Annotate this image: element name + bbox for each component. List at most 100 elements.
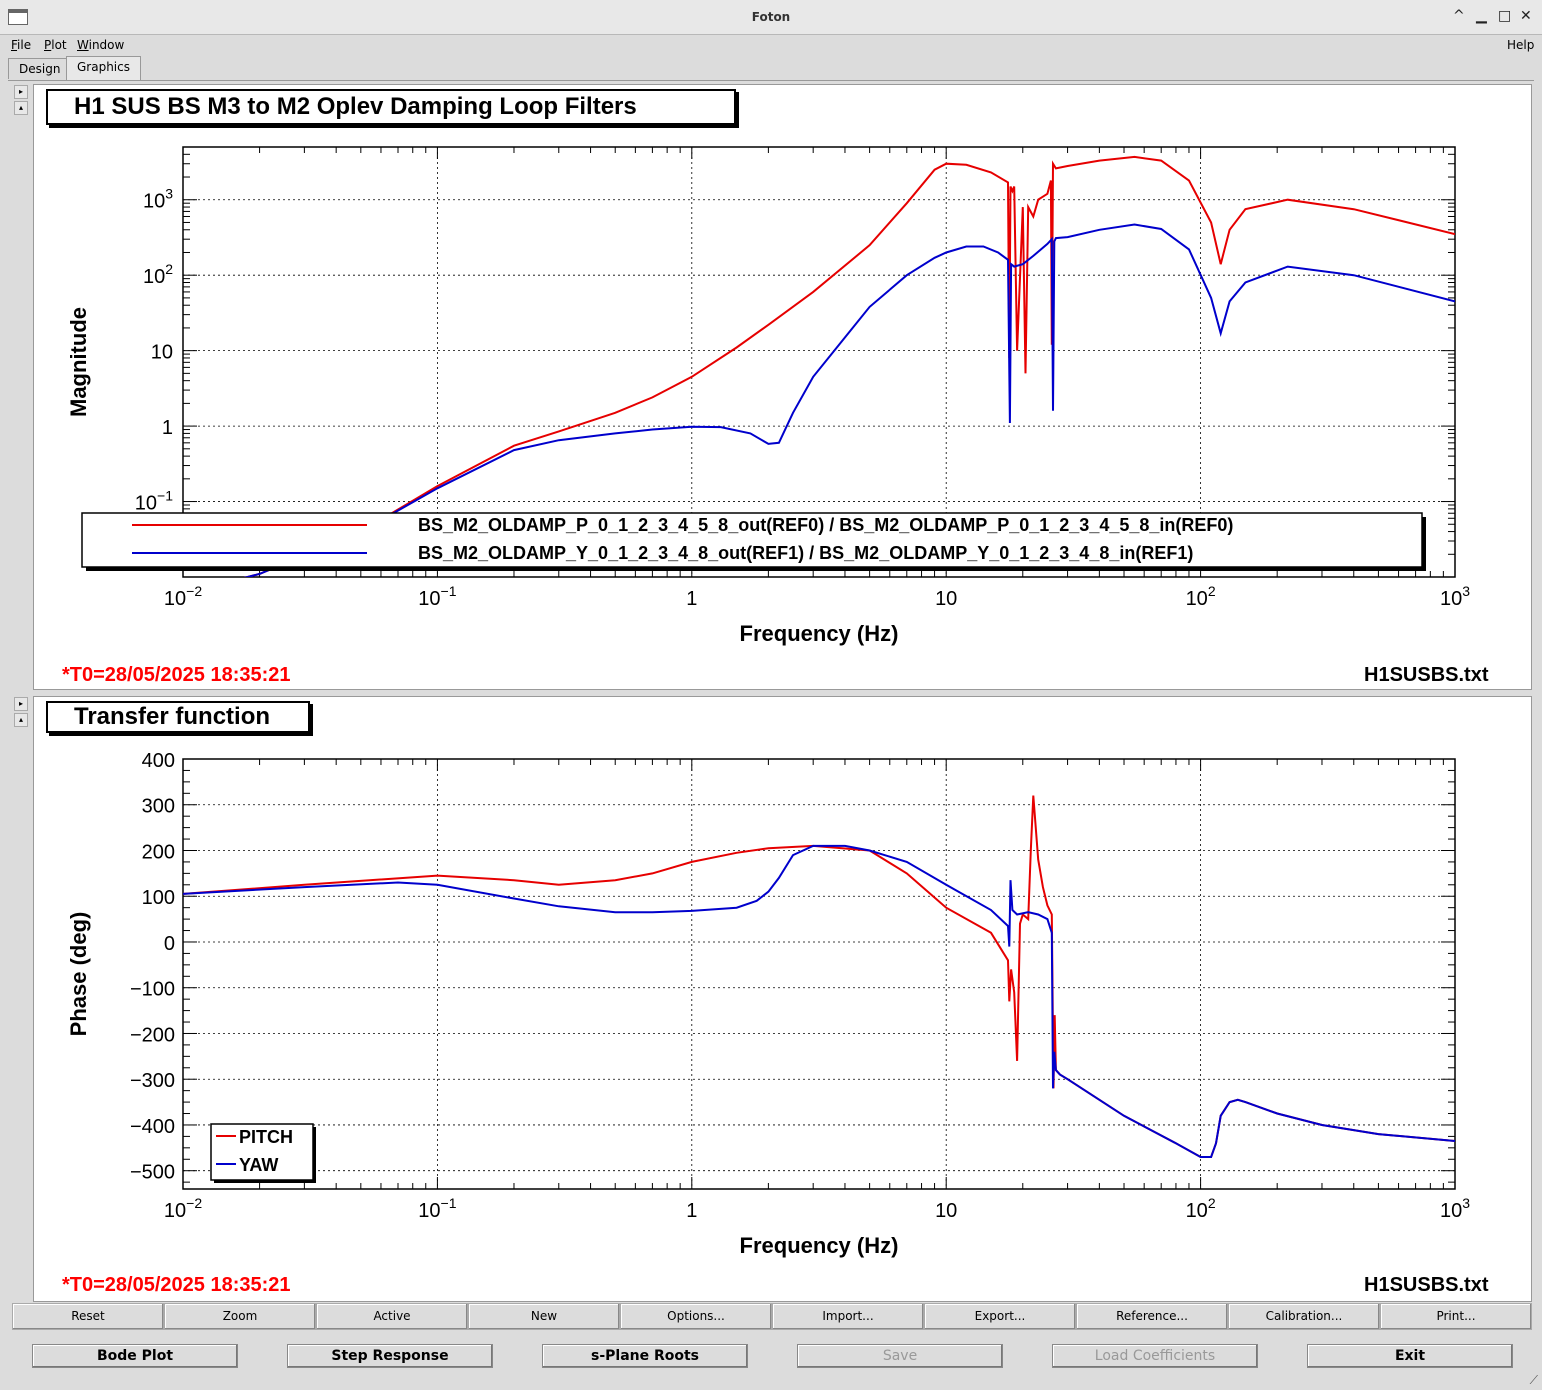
series-line-red [243, 155, 1455, 577]
magnitude-plot-panel[interactable]: H1 SUS BS M3 to M2 Oplev Damping Loop Fi… [33, 84, 1532, 690]
magnitude-chart: 10−2 10−1 1 10 102 103 10−1 1 10 102 103 Frequency … [66, 146, 1470, 646]
x-tick-label: 102 [1186, 583, 1216, 610]
series-line-red [183, 795, 1455, 1158]
menu-window[interactable]: Window [77, 38, 125, 52]
calibration-button[interactable]: Calibration... [1228, 1303, 1380, 1330]
y-tick-label: −300 [130, 1070, 175, 1092]
pad-next-icon[interactable]: ▸ [14, 85, 28, 99]
x-tick-label: 10−1 [418, 583, 456, 610]
tab-graphics[interactable]: Graphics [66, 56, 141, 80]
filename-label: H1SUSBS.txt [1364, 664, 1489, 686]
filename-label: H1SUSBS.txt [1364, 1274, 1489, 1296]
new-button[interactable]: New [468, 1303, 620, 1330]
action-bar: Bode Plot Step Response s-Plane Roots Sa… [0, 1340, 1542, 1370]
pad-prev-icon[interactable]: ▴ [14, 713, 28, 727]
maximize-icon[interactable]: □ [1498, 8, 1512, 24]
y-tick-exponent: 3 [165, 186, 173, 202]
x-tick-label: 10−2 [164, 583, 202, 610]
exit-button[interactable]: Exit [1307, 1344, 1513, 1368]
step-response-button[interactable]: Step Response [287, 1344, 493, 1368]
export-button[interactable]: Export... [924, 1303, 1076, 1330]
series-line-blue [183, 844, 1455, 1158]
y-axis-title: Magnitude [66, 307, 91, 417]
legend-box [81, 512, 1423, 568]
phase-chart: 10−2 10−1 1 10 102 103 400 300 200 100 0 −100 −200 −3… [66, 750, 1470, 1258]
t0-timestamp: *T0=28/05/2025 18:35:21 [62, 1274, 291, 1296]
zoom-button[interactable]: Zoom [164, 1303, 316, 1330]
bode-plot-button[interactable]: Bode Plot [32, 1344, 238, 1368]
x-tick-label: 1 [686, 588, 697, 610]
y-tick-label: 200 [142, 841, 175, 863]
y-tick-label: −500 [130, 1162, 175, 1184]
tab-bar: Design Graphics [8, 56, 1534, 81]
x-tick-exponent: 2 [1208, 583, 1216, 599]
phase-plot-panel[interactable]: Transfer function 10−2 10−1 1 10 102 103 400 30… [33, 696, 1532, 1302]
x-tick-exponent: 3 [1462, 1195, 1470, 1211]
y-tick-label: 0 [164, 933, 175, 955]
window-app-icon [8, 9, 28, 25]
y-tick-exponent: −1 [157, 488, 173, 504]
x-tick-exponent: −1 [441, 583, 457, 599]
y-tick-label: −100 [130, 979, 175, 1001]
t0-timestamp: *T0=28/05/2025 18:35:21 [62, 664, 291, 686]
y-tick-label: 400 [142, 750, 175, 772]
save-button[interactable]: Save [797, 1344, 1003, 1368]
s-plane-roots-button[interactable]: s-Plane Roots [542, 1344, 748, 1368]
x-axis-title: Frequency (Hz) [740, 1233, 899, 1258]
x-tick-exponent: −2 [186, 583, 202, 599]
reference-button[interactable]: Reference... [1076, 1303, 1228, 1330]
series-line-blue [243, 223, 1455, 577]
x-tick-label: 10−1 [418, 1195, 456, 1222]
options-button[interactable]: Options... [620, 1303, 772, 1330]
bottom-pad-arrows: ▸ ▴ [14, 697, 28, 729]
x-tick-label: 10−2 [164, 1195, 202, 1222]
plot-title: H1 SUS BS M3 to M2 Oplev Damping Loop Fi… [46, 89, 736, 125]
y-tick-label: 100 [142, 887, 175, 909]
pad-prev-icon[interactable]: ▴ [14, 101, 28, 115]
menu-help[interactable]: Help [1507, 38, 1535, 52]
x-tick-label: 103 [1440, 583, 1470, 610]
x-tick-label: 102 [1186, 1195, 1216, 1222]
x-tick-label: 103 [1440, 1195, 1470, 1222]
x-tick-exponent: 2 [1208, 1195, 1216, 1211]
window-titlebar: Foton ^ ▁ □ ✕ [0, 0, 1542, 35]
print-button[interactable]: Print... [1380, 1303, 1532, 1330]
menu-plot[interactable]: Plot [44, 38, 67, 52]
menu-bar: File Plot Window Help [0, 35, 1542, 57]
x-tick-exponent: −1 [441, 1195, 457, 1211]
y-tick-label: 10 [151, 342, 173, 364]
x-axis-title: Frequency (Hz) [740, 621, 899, 646]
menu-file[interactable]: File [11, 38, 32, 52]
x-tick-exponent: 3 [1462, 583, 1470, 599]
y-tick-label: −400 [130, 1116, 175, 1138]
legend-label: BS_M2_OLDAMP_P_0_1_2_3_4_5_8_out(REF0) /… [418, 515, 1233, 535]
legend-box [210, 1123, 314, 1181]
tab-design[interactable]: Design [8, 58, 72, 79]
x-tick-label: 1 [686, 1200, 697, 1222]
legend-label: BS_M2_OLDAMP_Y_0_1_2_3_4_8_out(REF1) / B… [418, 543, 1193, 563]
load-coefficients-button[interactable]: Load Coefficients [1052, 1344, 1258, 1368]
pad-next-icon[interactable]: ▸ [14, 697, 28, 711]
y-tick-exponent: 2 [165, 261, 173, 277]
legend-shadow [214, 1127, 316, 1183]
y-tick-label: 10−1 [135, 488, 173, 515]
minimize-icon[interactable]: ^ [1453, 8, 1465, 24]
active-button[interactable]: Active [316, 1303, 468, 1330]
legend-label: YAW [239, 1155, 278, 1175]
plot-frame [182, 758, 1456, 1190]
plot-frame [182, 146, 1456, 578]
legend-shadow [86, 517, 1426, 571]
restore-icon[interactable]: ▁ [1476, 8, 1487, 24]
x-tick-label: 10 [935, 1200, 957, 1222]
close-icon[interactable]: ✕ [1520, 8, 1532, 24]
plot-title: Transfer function [46, 701, 310, 733]
y-tick-label: 103 [143, 186, 173, 213]
y-tick-label: 300 [142, 796, 175, 818]
y-tick-label: 102 [143, 261, 173, 288]
legend-label: PITCH [239, 1127, 293, 1147]
x-tick-exponent: −2 [186, 1195, 202, 1211]
top-pad-arrows: ▸ ▴ [14, 85, 28, 117]
reset-button[interactable]: Reset [12, 1303, 164, 1330]
resize-grip-icon[interactable]: ⟋ [1529, 1373, 1538, 1387]
import-button[interactable]: Import... [772, 1303, 924, 1330]
